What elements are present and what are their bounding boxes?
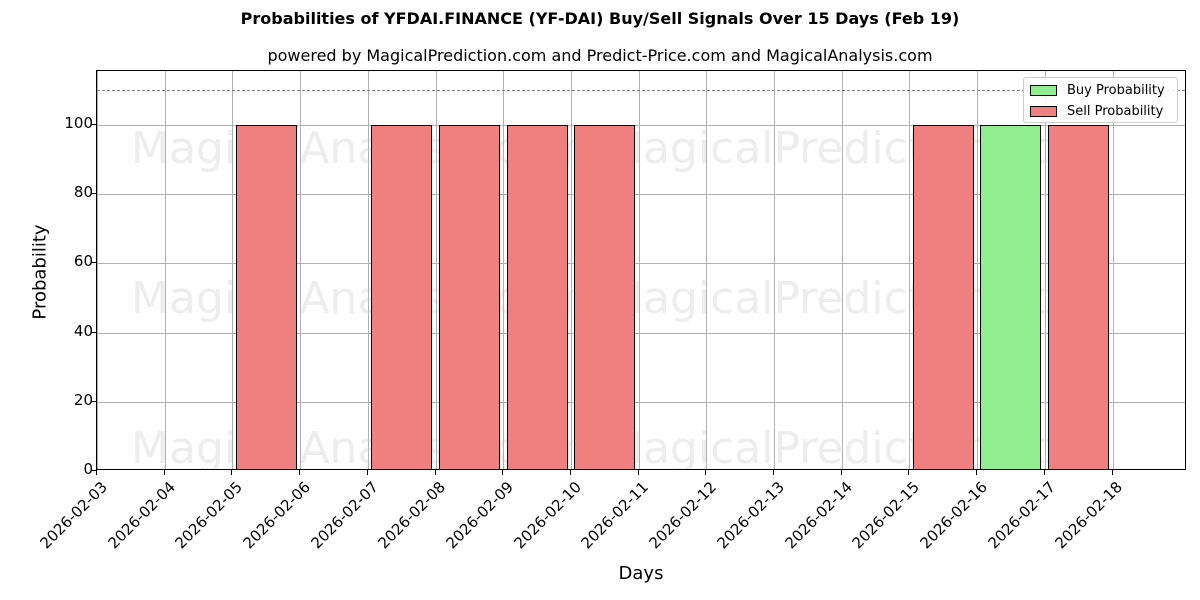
x-tick-label: 2026-02-15 [848, 478, 924, 553]
x-tick-mark [1111, 470, 1113, 475]
x-tick-mark [569, 470, 571, 475]
grid-line-vertical [977, 124, 979, 469]
x-tick-label: 2026-02-11 [577, 478, 653, 553]
grid-line-vertical [164, 71, 166, 469]
y-tick-label: 20 [73, 390, 93, 409]
x-tick-mark [637, 470, 639, 475]
sell-swatch-icon [1030, 105, 1057, 117]
x-tick-mark [163, 470, 165, 475]
x-tick-label: 2026-02-06 [239, 478, 314, 553]
chart-subtitle: powered by MagicalPrediction.com and Pre… [267, 46, 933, 65]
y-tick-mark [91, 331, 96, 333]
y-tick-label: 100 [64, 113, 93, 132]
grid-line-vertical [97, 71, 98, 469]
x-tick-label: 2026-02-09 [442, 478, 517, 553]
legend-item-buy: Buy Probability [1030, 81, 1165, 99]
y-tick-label: 0 [83, 460, 93, 478]
y-tick-mark [91, 123, 96, 125]
x-tick-label: 2026-02-04 [104, 478, 179, 553]
sell-bar [506, 124, 568, 469]
grid-line-vertical [774, 71, 775, 469]
legend-item-sell: Sell Probability [1030, 102, 1163, 120]
grid-line-vertical [300, 124, 302, 469]
sell-bar [371, 124, 433, 469]
threshold-line [97, 90, 1185, 92]
grid-line-horizontal [97, 401, 1185, 403]
grid-line-vertical [1112, 124, 1114, 469]
x-tick-mark [231, 470, 233, 475]
x-tick-mark [1043, 470, 1045, 475]
y-tick-mark [91, 262, 96, 264]
x-tick-mark [840, 470, 842, 475]
sell-bar [438, 124, 500, 469]
sell-bar [912, 124, 974, 469]
legend-label-buy: Buy Probability [1067, 82, 1165, 98]
legend-label-sell: Sell Probability [1067, 103, 1164, 119]
x-tick-label: 2026-02-13 [713, 478, 788, 553]
x-tick-mark [908, 470, 910, 475]
buy-swatch-icon [1030, 84, 1057, 96]
y-tick-label: 60 [73, 252, 93, 271]
grid-line-horizontal [97, 124, 1185, 126]
grid-line-horizontal [97, 263, 1185, 265]
grid-line-horizontal [97, 332, 1185, 334]
sell-bar [574, 124, 636, 469]
grid-line-horizontal [97, 194, 1185, 196]
y-tick-label: 80 [73, 183, 93, 202]
sell-bar [1048, 124, 1110, 469]
y-tick-mark [91, 193, 96, 195]
grid-line-vertical [841, 71, 843, 469]
grid-line-vertical [435, 124, 437, 469]
x-tick-mark [299, 470, 301, 475]
y-axis-label: Probability [29, 224, 51, 320]
x-axis-label: Days [618, 563, 664, 584]
grid-line-vertical [503, 124, 505, 469]
grid-line-vertical [909, 71, 911, 469]
y-tick-label: 40 [73, 321, 93, 340]
chart-title: Probabilities of YFDAI.FINANCE (YF-DAI) … [240, 9, 960, 28]
y-tick-mark [91, 400, 96, 402]
x-tick-label: 2026-02-08 [374, 478, 450, 553]
legend: Buy Probability Sell Probability [1023, 77, 1178, 123]
y-tick-mark [91, 470, 96, 471]
grid-line-vertical [367, 71, 369, 469]
x-tick-label: 2026-02-17 [984, 478, 1059, 553]
x-tick-label: 2026-02-12 [645, 478, 721, 553]
x-tick-mark [96, 470, 97, 475]
x-tick-mark [366, 470, 368, 475]
buy-bar [980, 124, 1042, 469]
x-tick-mark [705, 470, 707, 475]
grid-line-vertical [1044, 124, 1046, 469]
grid-line-vertical [570, 124, 572, 469]
sell-bar [235, 124, 297, 469]
x-tick-label: 2026-02-03 [36, 478, 111, 553]
x-tick-label: 2026-02-10 [510, 478, 585, 553]
x-tick-label: 2026-02-14 [781, 478, 856, 553]
grid-line-vertical [638, 124, 640, 469]
grid-line-vertical [706, 71, 708, 469]
x-tick-mark [434, 470, 436, 475]
x-tick-mark [976, 470, 978, 475]
x-tick-mark [502, 470, 504, 475]
plot-area: MagicalAnalysis.com MagicalPrediction.co… [96, 70, 1186, 470]
x-tick-label: 2026-02-05 [171, 478, 247, 553]
x-tick-label: 2026-02-07 [307, 478, 382, 553]
grid-line-vertical [232, 71, 234, 469]
x-tick-label: 2026-02-18 [1051, 478, 1127, 553]
x-tick-mark [773, 470, 774, 475]
x-tick-label: 2026-02-16 [916, 478, 991, 553]
